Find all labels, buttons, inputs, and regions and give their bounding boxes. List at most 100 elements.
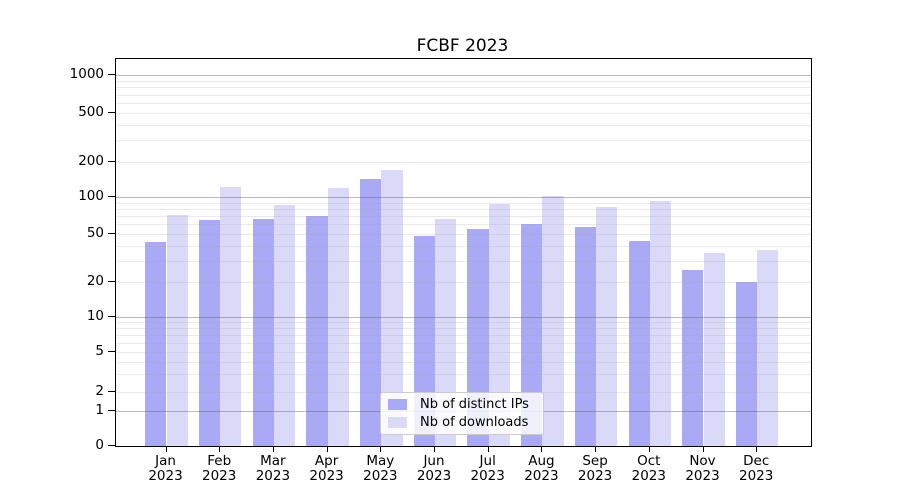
legend-label-distinct-ips: Nb of distinct IPs: [420, 397, 529, 412]
bar-distinct-ips-dec: [735, 282, 758, 446]
gridline-minor: [116, 103, 811, 104]
x-tick-label-jun: Jun 2023: [416, 453, 452, 484]
x-tick-label-jul: Jul 2023: [470, 453, 505, 484]
x-tick-label-mar: Mar 2023: [255, 453, 291, 484]
bar-downloads-aug: [542, 195, 564, 446]
bar-downloads-nov: [703, 252, 725, 446]
plot-area: [115, 58, 812, 447]
legend-swatch-distinct-ips-icon: [388, 399, 407, 410]
gridline-minor: [116, 352, 811, 353]
y-tick-label: 5: [95, 343, 104, 359]
x-tick: [702, 446, 704, 452]
bar-distinct-ips-jul: [467, 228, 489, 446]
x-tick-label-aug: Aug 2023: [524, 453, 559, 484]
bar-downloads-mar: [273, 205, 296, 446]
gridline-minor: [116, 113, 811, 114]
y-tick-label: 1: [95, 402, 104, 418]
gridline-minor: [116, 140, 811, 142]
x-tick: [272, 446, 274, 452]
gridline-minor: [116, 234, 811, 235]
x-tick: [219, 446, 221, 452]
chart-title: FCBF 2023: [416, 36, 509, 56]
bar-distinct-ips-may: [360, 178, 382, 446]
y-tick: [108, 410, 115, 411]
gridline-minor: [116, 224, 811, 226]
x-tick: [648, 446, 650, 452]
x-tick: [165, 446, 167, 452]
x-tick: [541, 446, 543, 452]
x-tick: [487, 446, 489, 452]
y-tick: [108, 161, 115, 162]
y-tick: [108, 233, 115, 234]
y-tick-label: 0: [95, 437, 104, 453]
gridline-minor: [116, 202, 811, 204]
bar-distinct-ips-oct: [628, 240, 650, 446]
y-tick-label: 200: [78, 153, 104, 169]
x-tick: [326, 446, 328, 452]
bar-downloads-dec: [757, 249, 779, 446]
gridline-minor: [116, 87, 811, 89]
y-tick: [108, 196, 115, 197]
gridline-minor: [116, 162, 811, 163]
gridline-minor: [116, 361, 811, 363]
x-tick-label-sep: Sep 2023: [577, 453, 613, 484]
gridline-minor: [116, 328, 811, 330]
y-tick-label: 1000: [69, 66, 104, 82]
legend-label-downloads: Nb of downloads: [420, 415, 529, 430]
x-tick: [434, 446, 435, 452]
gridline-minor: [116, 282, 811, 283]
bar-distinct-ips-feb: [198, 220, 221, 446]
legend: Nb of distinct IPs Nb of downloads: [380, 392, 544, 435]
y-tick-label: 10: [86, 308, 104, 324]
x-tick-label-jan: Jan 2023: [148, 453, 183, 484]
x-tick-label-oct: Oct 2023: [631, 453, 666, 484]
gridline-minor: [116, 260, 811, 262]
bar-downloads-jan: [166, 215, 188, 446]
x-tick-label-feb: Feb 2023: [202, 453, 237, 484]
bar-downloads-apr: [327, 188, 349, 446]
gridline-minor: [116, 124, 811, 126]
gridline-minor: [116, 335, 811, 336]
gridline-major: [116, 317, 811, 318]
x-tick-label-may: May 2023: [363, 453, 398, 484]
bar-downloads-jul: [488, 204, 510, 446]
x-tick-label-apr: Apr 2023: [309, 453, 344, 484]
gridline-minor: [116, 245, 811, 247]
gridline-minor: [116, 374, 811, 376]
y-tick: [108, 112, 115, 113]
y-tick-label: 50: [86, 225, 104, 241]
gridline-minor: [116, 208, 811, 210]
bar-downloads-sep: [596, 206, 618, 446]
y-tick: [108, 391, 115, 392]
y-tick: [108, 281, 115, 282]
gridline-minor: [116, 94, 811, 96]
bar-distinct-ips-aug: [521, 224, 543, 446]
y-tick: [108, 445, 115, 446]
bar-downloads-may: [381, 169, 403, 446]
gridline-minor: [116, 322, 811, 324]
bar-downloads-oct: [649, 200, 672, 446]
gridline-minor: [116, 216, 811, 218]
gridline-major: [116, 197, 811, 198]
bar-downloads-feb: [220, 186, 242, 446]
bar-downloads-jun: [435, 219, 457, 446]
bar-distinct-ips-mar: [252, 219, 274, 446]
bar-distinct-ips-sep: [574, 227, 597, 446]
y-tick-label: 500: [78, 104, 104, 120]
bar-distinct-ips-jan: [145, 241, 167, 446]
legend-swatch-downloads-icon: [388, 417, 407, 428]
gridline-major: [116, 75, 811, 76]
y-tick-label: 100: [78, 188, 104, 204]
y-tick: [108, 316, 115, 317]
y-tick-label: 2: [95, 383, 104, 399]
x-tick: [756, 446, 758, 452]
x-tick-label-nov: Nov 2023: [685, 453, 720, 484]
y-tick: [108, 74, 115, 75]
y-tick-label: 20: [86, 273, 104, 289]
x-tick: [380, 446, 382, 452]
x-tick: [595, 446, 597, 452]
bar-distinct-ips-nov: [682, 270, 704, 446]
legend-item-downloads: Nb of downloads: [381, 415, 543, 430]
gridline-minor: [116, 342, 811, 344]
